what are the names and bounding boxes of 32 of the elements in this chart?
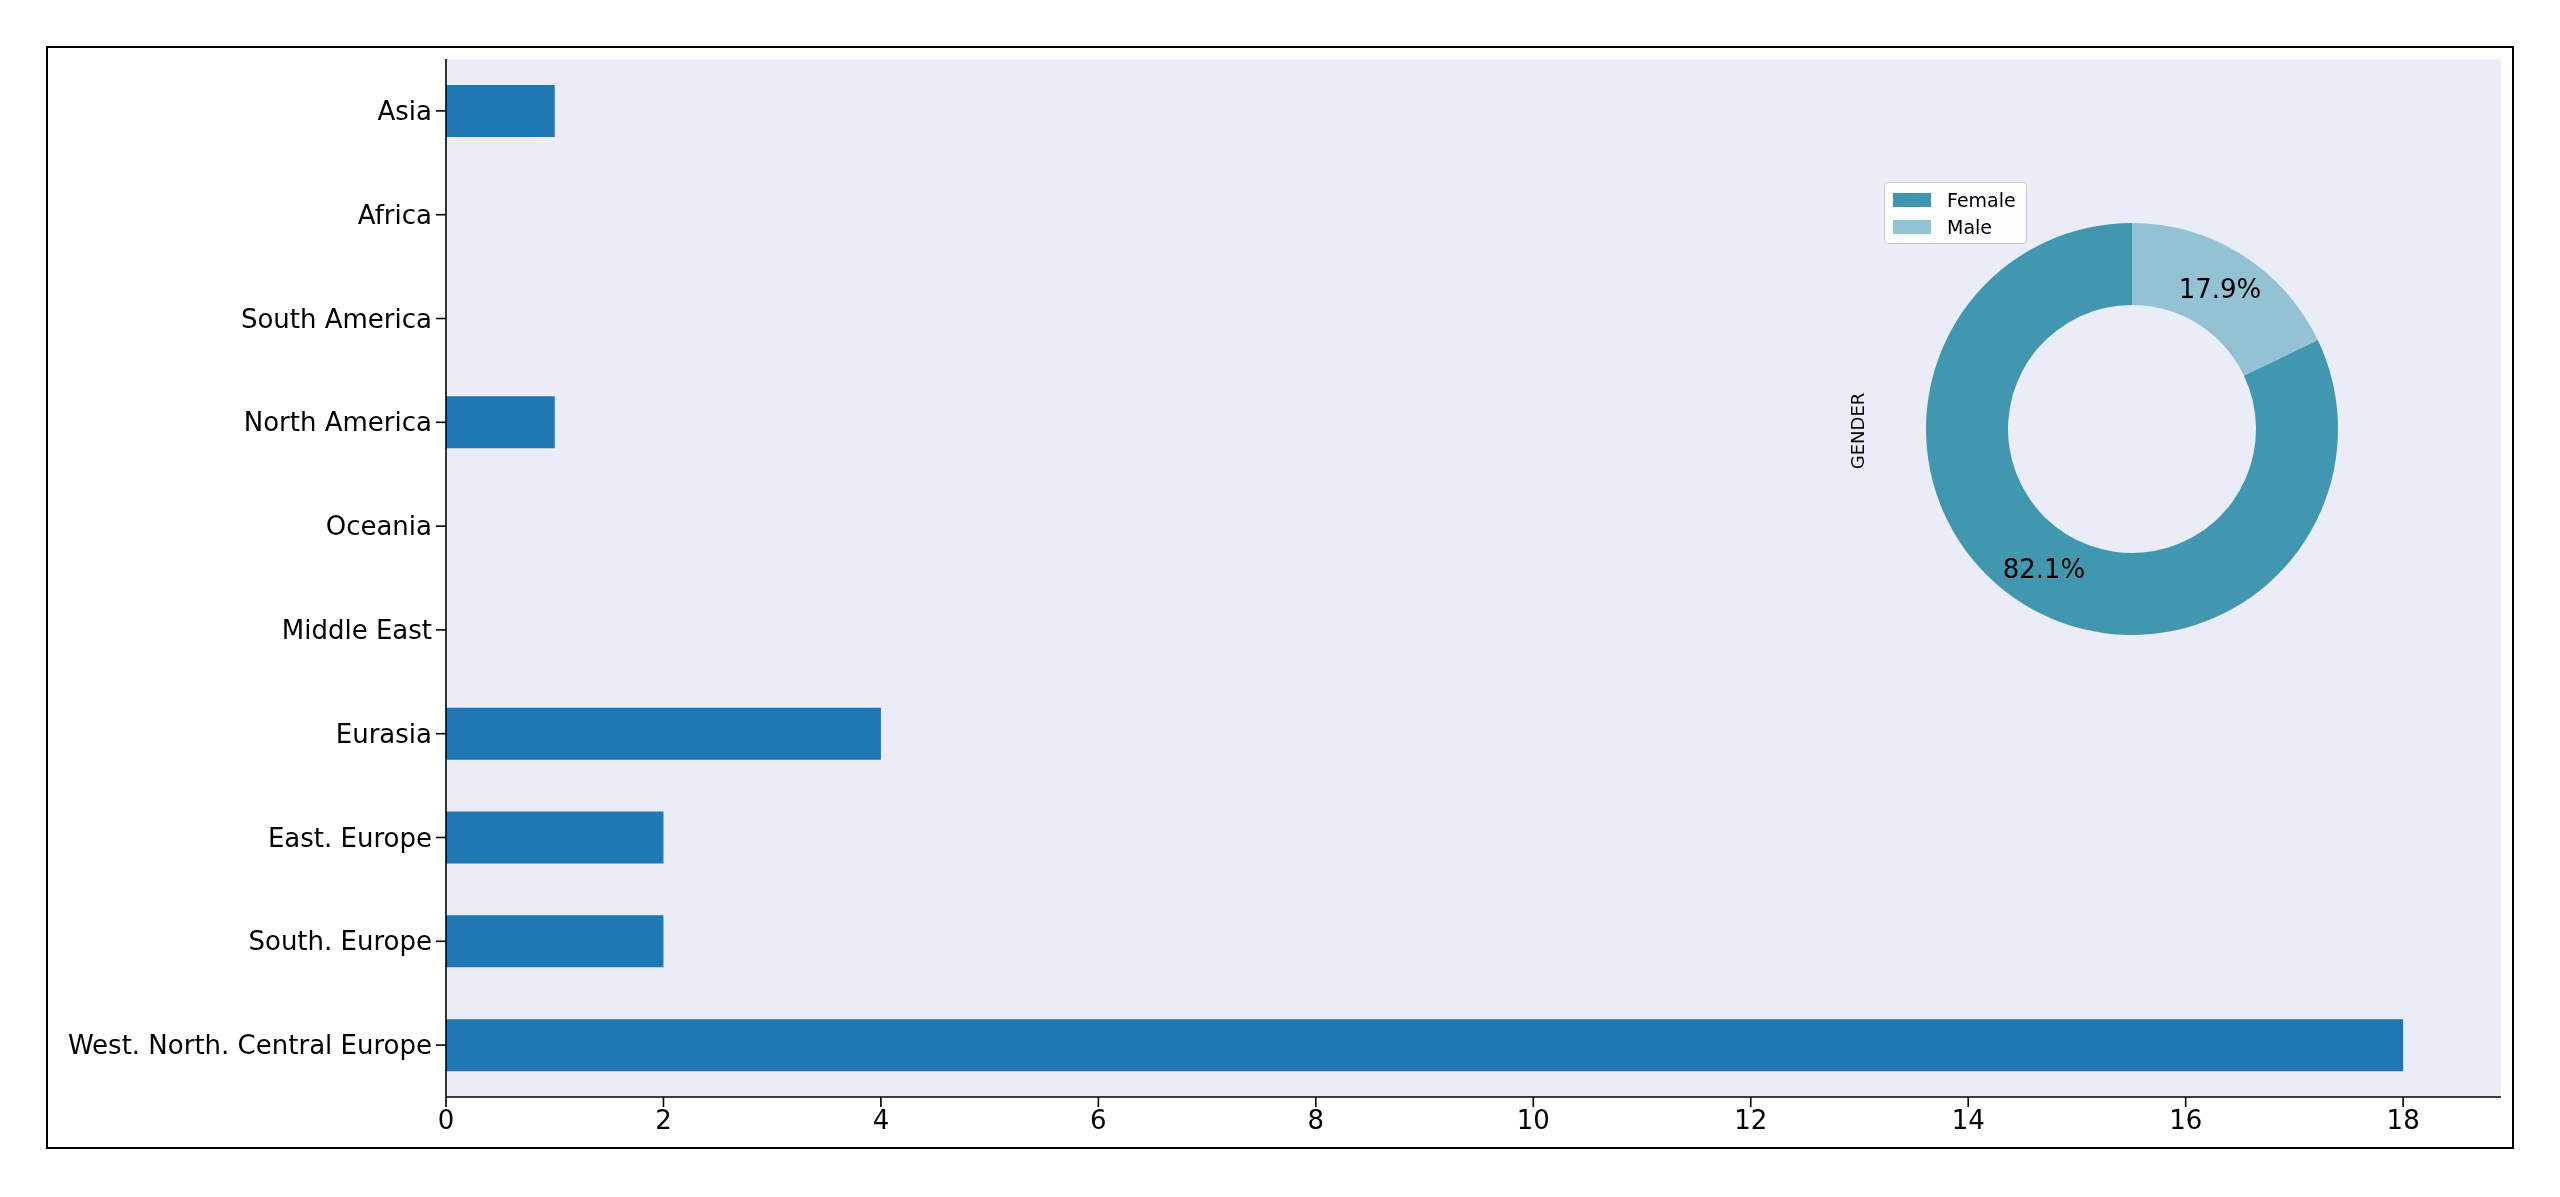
bar bbox=[446, 915, 664, 968]
y-tick-label: West. North. Central Europe bbox=[67, 1030, 432, 1061]
x-tick-label: 14 bbox=[1951, 1105, 1985, 1136]
x-tick-label: 6 bbox=[1090, 1105, 1107, 1136]
data-label: 82.1% bbox=[2002, 553, 2086, 584]
text: GENDER bbox=[1846, 392, 1868, 470]
x-tick-label: 16 bbox=[2169, 1105, 2203, 1136]
x-tick-label: 8 bbox=[1307, 1105, 1325, 1136]
y-tick-label: South America bbox=[240, 303, 432, 334]
y-tick-label: Asia bbox=[377, 95, 432, 126]
x-tick-label: 0 bbox=[437, 1105, 455, 1136]
legend-label: Male bbox=[1947, 215, 1993, 238]
x-tick-label: 10 bbox=[1516, 1105, 1550, 1136]
x-tick-label: 2 bbox=[655, 1105, 672, 1136]
bar bbox=[446, 707, 881, 760]
y-tick-label: Eurasia bbox=[335, 718, 432, 749]
y-tick-label: Africa bbox=[357, 199, 432, 230]
x-tick-label: 4 bbox=[872, 1105, 890, 1136]
y-tick-label: Oceania bbox=[325, 511, 432, 542]
bar bbox=[446, 84, 555, 137]
y-tick-label: Middle East bbox=[281, 614, 432, 645]
data-label: 17.9% bbox=[2178, 274, 2262, 305]
bar bbox=[446, 811, 664, 864]
x-tick-label: 12 bbox=[1734, 1105, 1768, 1136]
donut-slice bbox=[2132, 223, 2318, 376]
bar bbox=[446, 396, 555, 449]
y-tick-label: North America bbox=[243, 407, 432, 438]
y-tick-label: South. Europe bbox=[248, 926, 432, 957]
bar bbox=[446, 1019, 2404, 1072]
x-tick-label: 18 bbox=[2386, 1105, 2420, 1136]
legend-label: Female bbox=[1947, 188, 2016, 211]
y-tick-label: East. Europe bbox=[267, 822, 432, 853]
